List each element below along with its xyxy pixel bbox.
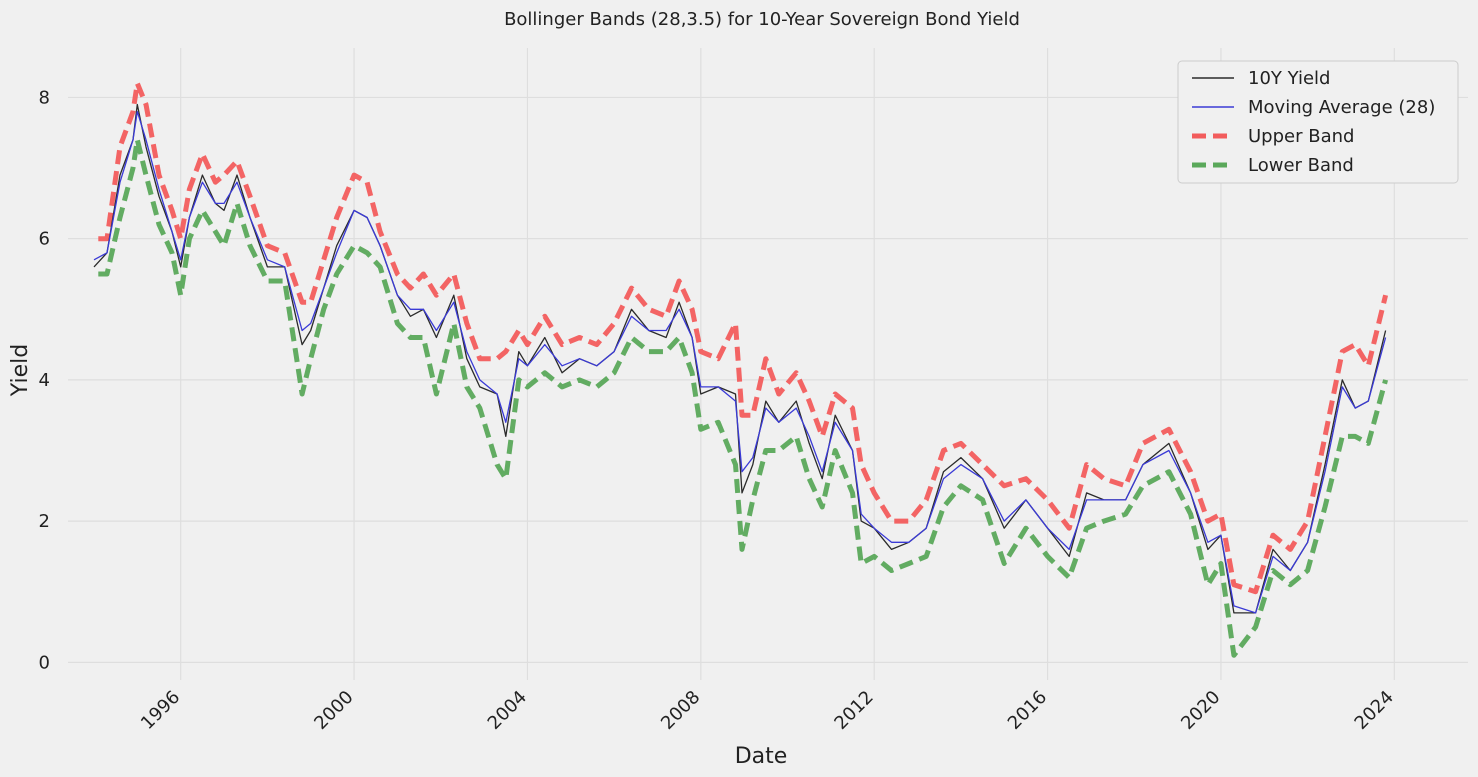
- x-tick-label: 2012: [830, 687, 877, 734]
- x-tick-labels: 1996 2000 2004 2008 2012 2016 2020 2024: [137, 687, 1398, 734]
- y-tick-labels: 0 2 4 6 8: [39, 87, 50, 673]
- legend-box: [1177, 60, 1459, 184]
- series-layer: [93, 80, 1389, 658]
- y-tick-label: 6: [39, 229, 50, 250]
- x-axis-label: Date: [735, 744, 788, 769]
- x-tick-label: 2000: [310, 687, 357, 734]
- y-tick-label: 2: [39, 511, 50, 532]
- y-axis-label: Yield: [8, 344, 33, 397]
- x-tick-label: 2008: [657, 687, 704, 734]
- legend-label-ma: Moving Average (28): [1248, 97, 1435, 118]
- x-tick-label: 2024: [1351, 687, 1398, 734]
- x-tick-label: 1996: [137, 687, 184, 734]
- legend-label-yield: 10Y Yield: [1248, 68, 1330, 89]
- legend-label-upper: Upper Band: [1248, 126, 1354, 147]
- x-tick-label: 2020: [1177, 687, 1224, 734]
- legend-label-lower: Lower Band: [1248, 155, 1354, 176]
- y-tick-label: 4: [39, 370, 50, 391]
- y-tick-label: 0: [39, 652, 50, 673]
- series-line-upper: [98, 80, 1389, 595]
- x-tick-label: 2016: [1004, 687, 1051, 734]
- chart-title: Bollinger Bands (28,3.5) for 10-Year Sov…: [504, 9, 1020, 30]
- legend: 10Y Yield Moving Average (28) Upper Band Lo…: [1177, 60, 1459, 184]
- series-line-lower: [98, 137, 1389, 658]
- y-tick-label: 8: [39, 87, 50, 108]
- x-tick-label: 2004: [484, 687, 531, 734]
- series-line-ma: [93, 110, 1387, 614]
